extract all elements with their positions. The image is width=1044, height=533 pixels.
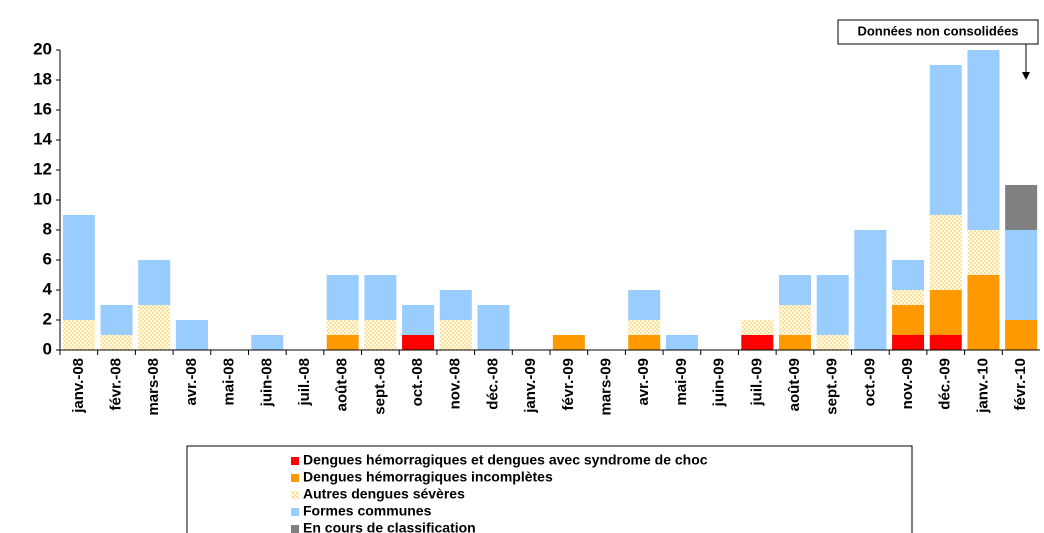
bar-segment — [628, 335, 661, 350]
bar-segment — [62, 320, 95, 350]
bar-segment — [892, 290, 925, 305]
annotation: Données non consolidées — [857, 23, 1018, 38]
x-tick-label: août-09 — [786, 358, 803, 411]
x-tick-label: nov.-08 — [447, 358, 464, 409]
bar-segment — [628, 290, 661, 320]
legend-label: Dengues hémorragiques incomplètes — [303, 469, 553, 485]
bar-segment — [62, 215, 95, 320]
x-tick-label: janv.-09 — [522, 358, 539, 414]
bar-segment — [929, 290, 962, 335]
bar-segment — [892, 260, 925, 290]
x-tick-label: avr.-09 — [635, 358, 652, 406]
legend-swatch — [291, 457, 299, 465]
legend-swatch — [291, 525, 299, 533]
bar-segment — [779, 335, 811, 350]
bar-segment — [967, 275, 1000, 350]
x-tick-label: sept.-08 — [371, 358, 388, 415]
x-tick-label: oct.-09 — [861, 358, 878, 406]
bar-segment — [138, 260, 171, 305]
y-tick-label: 2 — [43, 309, 52, 328]
bar-segment — [1005, 185, 1038, 230]
bar-segment — [364, 320, 397, 350]
y-tick-label: 0 — [43, 339, 52, 358]
x-tick-label: nov.-09 — [899, 358, 916, 409]
bar-segment — [100, 335, 133, 350]
bar-segment — [929, 335, 962, 350]
bar-segment — [779, 305, 811, 335]
x-tick-label: févr.-10 — [1012, 358, 1029, 411]
bar-segment — [854, 230, 887, 350]
bar-segment — [1005, 230, 1038, 320]
bar-segment — [967, 230, 1000, 275]
x-tick-label: août-08 — [334, 358, 351, 411]
bar-segment — [326, 335, 359, 350]
legend-label: Dengues hémorragiques et dengues avec sy… — [303, 452, 708, 468]
bar-segment — [439, 320, 472, 350]
bar-segment — [439, 290, 472, 320]
legend-label: Formes communes — [303, 503, 432, 519]
x-tick-label: janv.-10 — [974, 358, 991, 414]
x-tick-label: mai-09 — [673, 358, 690, 406]
bar-segment — [364, 275, 397, 320]
bar-segment — [929, 65, 962, 215]
x-tick-label: sept.-09 — [824, 358, 841, 415]
x-tick-label: déc.-09 — [937, 358, 954, 410]
legend-label: En cours de classification — [303, 520, 476, 533]
bar-segment — [665, 335, 698, 350]
bar-segment — [100, 305, 133, 335]
y-tick-label: 6 — [43, 249, 52, 268]
x-tick-label: janv.-08 — [70, 358, 87, 414]
legend-swatch — [291, 491, 299, 499]
x-tick-label: avr.-08 — [183, 358, 200, 406]
y-tick-label: 14 — [33, 129, 52, 148]
legend-swatch — [291, 474, 299, 482]
legend-label: Autres dengues sévères — [303, 486, 465, 502]
legend — [186, 445, 913, 533]
bar-segment — [402, 335, 435, 350]
y-tick-label: 16 — [33, 99, 52, 118]
y-tick-label: 4 — [43, 279, 53, 298]
bar-segment — [816, 335, 849, 350]
annotation-box — [837, 19, 1039, 45]
y-tick-label: 12 — [33, 159, 52, 178]
bar-segment — [1005, 320, 1038, 350]
x-tick-label: mars-08 — [145, 358, 162, 416]
legend-swatch — [291, 508, 299, 516]
bar-segment — [402, 305, 435, 335]
x-tick-label: févr.-09 — [560, 358, 577, 411]
bar-segment — [816, 275, 849, 335]
bar-segment — [929, 215, 962, 290]
bar-segment — [628, 320, 661, 335]
bar-segment — [326, 320, 359, 335]
x-tick-label: févr.-08 — [108, 358, 125, 411]
bar-segment — [741, 320, 774, 335]
x-tick-label: juin-08 — [258, 358, 275, 407]
bar-segment — [552, 335, 585, 350]
bar-segment — [251, 335, 284, 350]
x-tick-label: mars-09 — [598, 358, 615, 416]
bar-segment — [967, 50, 1000, 230]
arrow-head — [1022, 72, 1030, 80]
bar-segment — [138, 305, 171, 350]
x-tick-label: mai-08 — [221, 358, 238, 406]
x-tick-label: juil.-09 — [748, 358, 765, 407]
bar-segment — [741, 335, 774, 350]
x-tick-label: juin-09 — [711, 358, 728, 407]
bar-segment — [779, 275, 811, 305]
bar-segment — [892, 305, 925, 335]
x-tick-label: déc.-08 — [484, 358, 501, 410]
y-tick-label: 10 — [33, 189, 52, 208]
y-tick-label: 8 — [43, 219, 52, 238]
bar-segment — [175, 320, 208, 350]
bar-segment — [477, 305, 510, 350]
bar-segment — [326, 275, 359, 320]
y-tick-label: 18 — [33, 69, 52, 88]
x-tick-label: oct.-08 — [409, 358, 426, 406]
y-tick-label: 20 — [33, 39, 52, 58]
x-tick-label: juil.-08 — [296, 358, 313, 407]
bar-segment — [892, 335, 925, 350]
